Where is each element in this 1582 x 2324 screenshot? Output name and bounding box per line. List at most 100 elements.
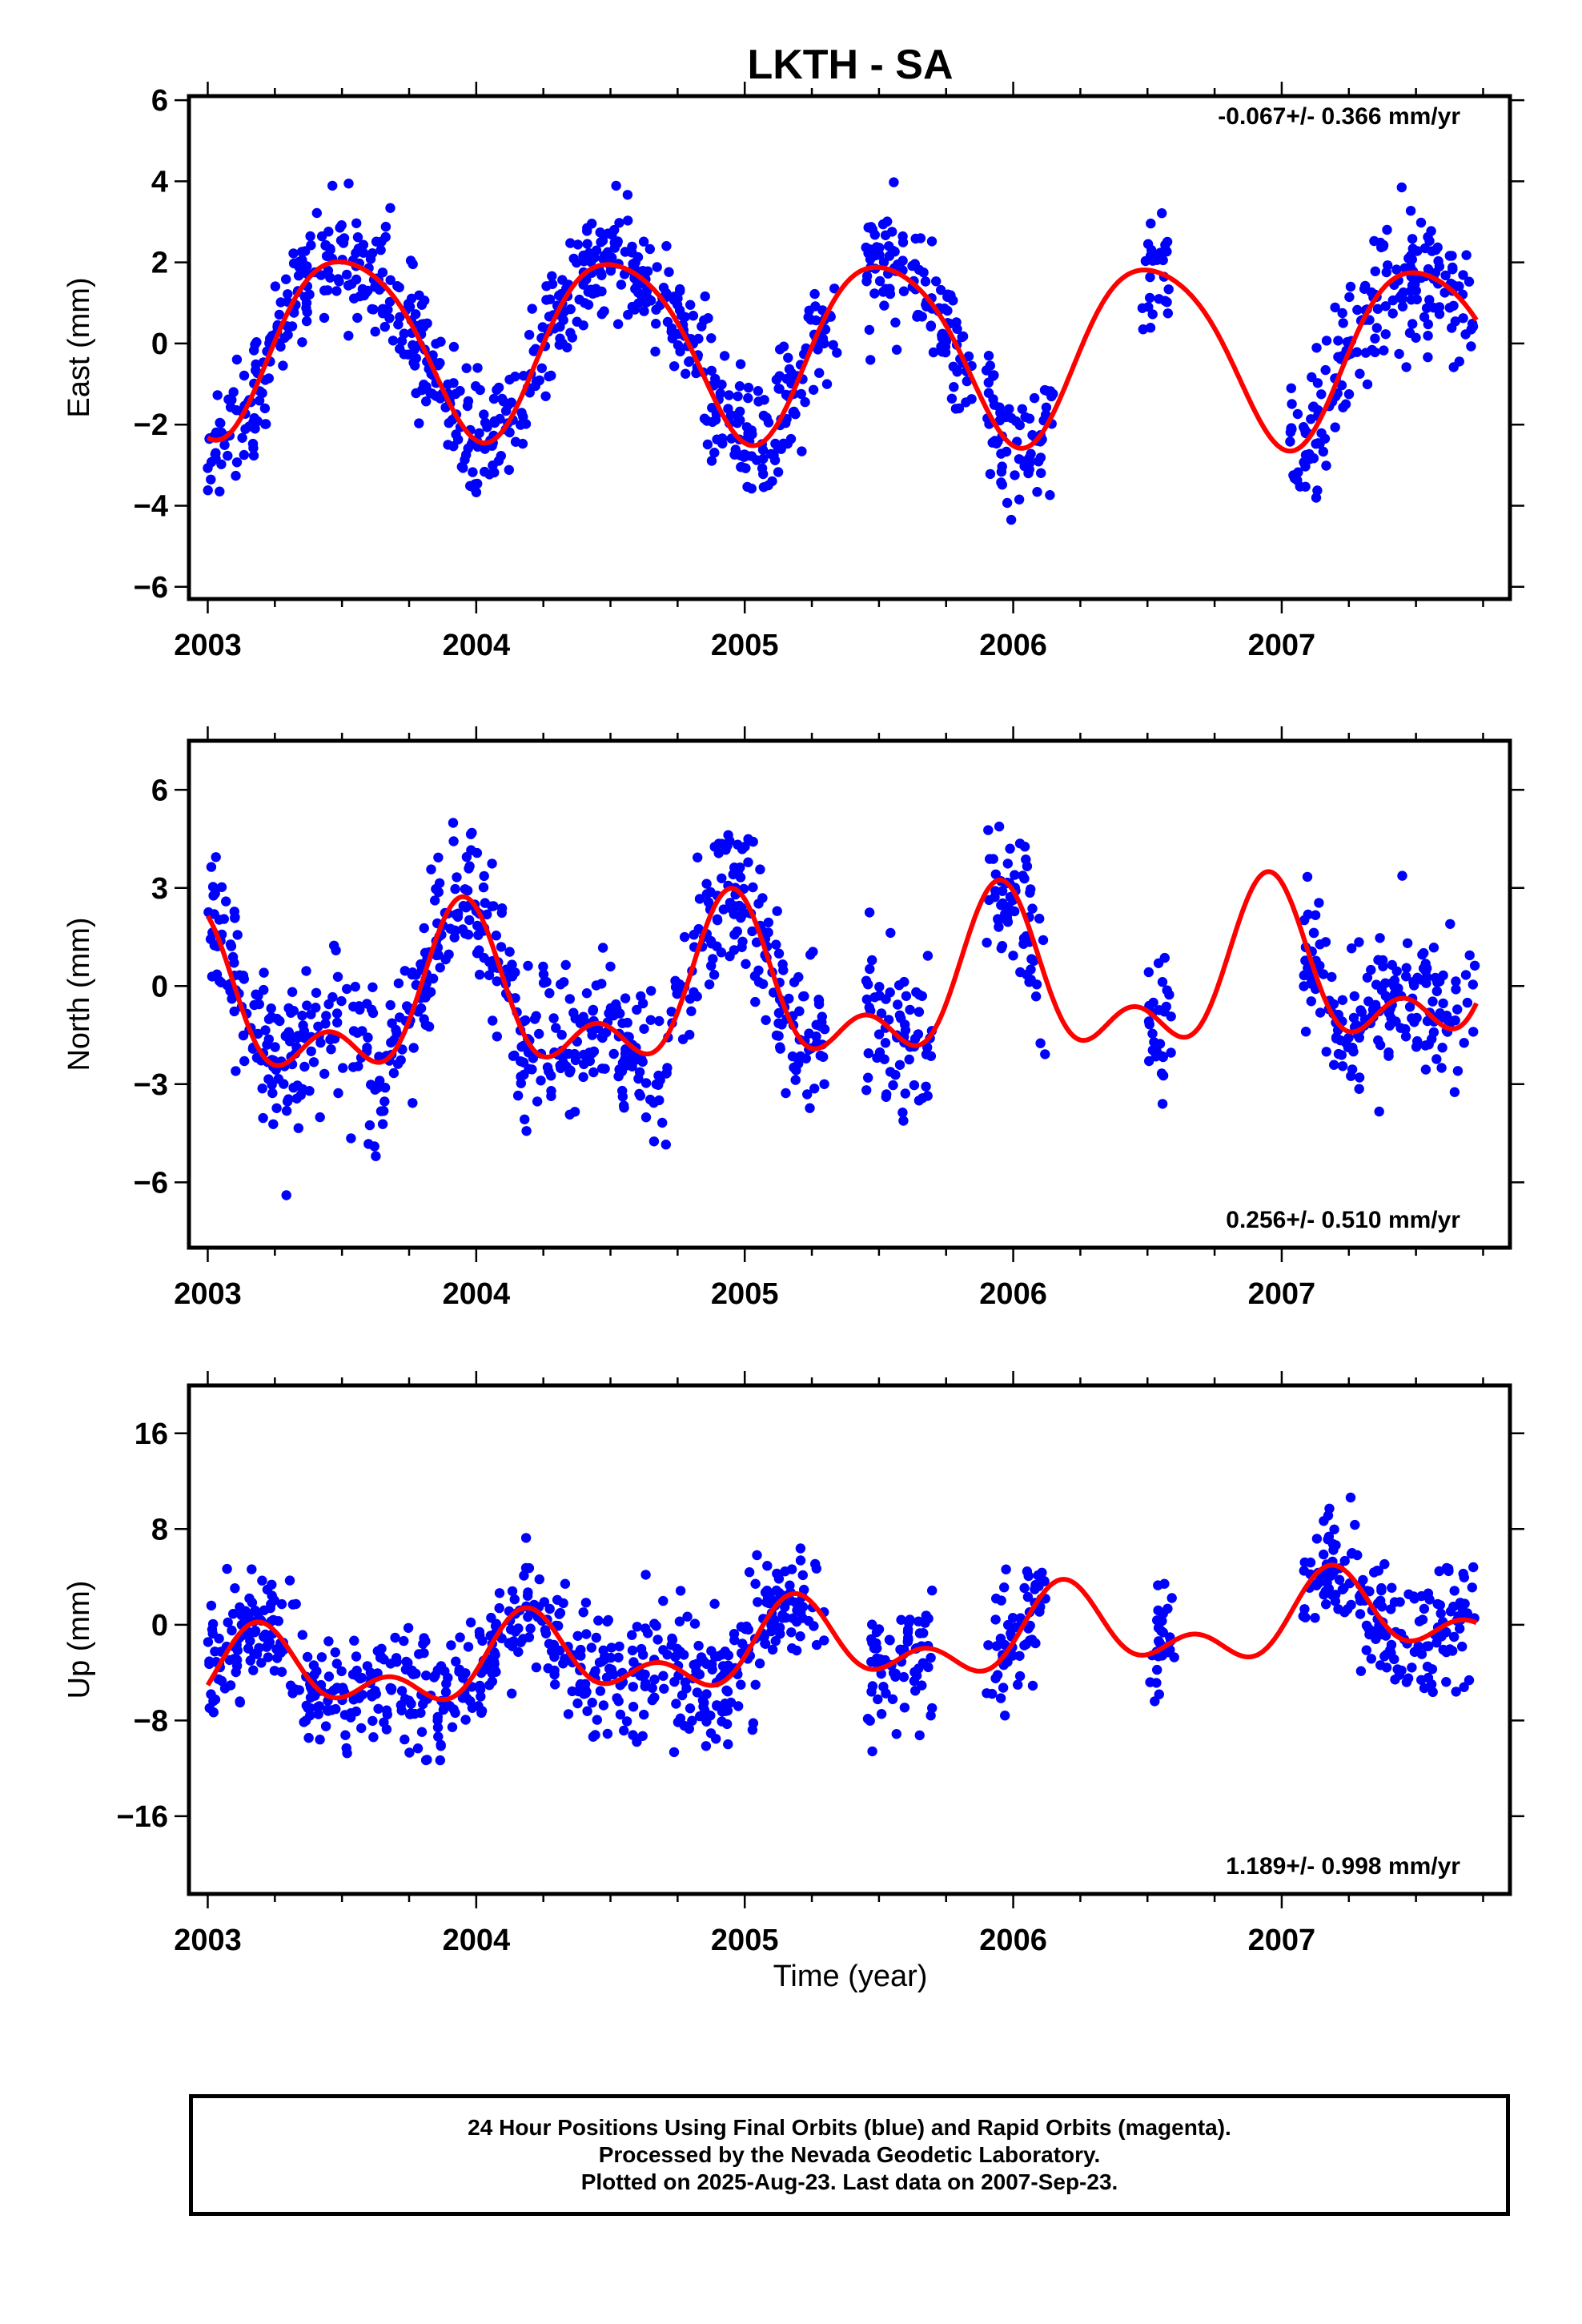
- data-point: [276, 1667, 287, 1677]
- data-point: [611, 180, 621, 191]
- data-point: [308, 1057, 319, 1068]
- data-point: [266, 1003, 276, 1014]
- data-point: [323, 227, 334, 237]
- data-point: [512, 1090, 524, 1101]
- data-point: [593, 1615, 604, 1626]
- data-point: [1151, 1678, 1162, 1688]
- data-point: [267, 1088, 278, 1099]
- data-point: [367, 1004, 377, 1015]
- data-point: [639, 1023, 649, 1035]
- data-point: [390, 1632, 400, 1643]
- data-point: [239, 370, 250, 381]
- data-point: [1428, 1027, 1439, 1038]
- data-point: [1166, 1011, 1176, 1022]
- data-point: [268, 1614, 279, 1626]
- data-point: [543, 1663, 553, 1674]
- data-point: [596, 237, 606, 247]
- data-point: [1354, 1084, 1364, 1095]
- data-point: [952, 324, 962, 334]
- data-point: [658, 1645, 669, 1655]
- x-tick-label: 2003: [174, 1924, 242, 1957]
- x-tick-label: 2005: [711, 629, 779, 662]
- data-point: [248, 443, 259, 453]
- data-point: [1007, 1613, 1018, 1623]
- data-point: [1287, 424, 1297, 435]
- data-point: [702, 439, 713, 450]
- data-point: [476, 1707, 487, 1719]
- data-point: [706, 365, 717, 376]
- data-point: [443, 440, 453, 450]
- data-point: [494, 1602, 504, 1614]
- data-point: [304, 1086, 315, 1096]
- data-point: [1355, 1609, 1366, 1619]
- data-point: [638, 236, 649, 247]
- data-point: [1444, 251, 1456, 261]
- data-point: [479, 870, 489, 882]
- data-point: [480, 417, 491, 428]
- data-point: [636, 1643, 647, 1655]
- data-point: [326, 1044, 336, 1055]
- data-point: [1334, 1574, 1345, 1586]
- data-point: [748, 882, 758, 893]
- data-point: [867, 1619, 877, 1630]
- data-point: [1333, 352, 1343, 362]
- data-point: [1374, 1106, 1384, 1117]
- data-point: [1311, 343, 1322, 353]
- data-point: [632, 1622, 642, 1632]
- y-tick-label: −3: [134, 1068, 168, 1102]
- data-point: [1427, 996, 1438, 1007]
- data-point: [754, 1659, 765, 1669]
- data-point: [1400, 1031, 1411, 1042]
- data-point: [900, 1088, 911, 1099]
- y-tick-label: 0: [151, 328, 168, 361]
- data-point: [704, 979, 715, 990]
- data-point: [1315, 960, 1325, 971]
- data-point: [681, 1683, 692, 1694]
- data-point: [1000, 909, 1010, 919]
- data-point: [263, 1639, 273, 1650]
- data-point: [580, 1598, 592, 1608]
- data-point: [1022, 1566, 1033, 1577]
- data-point: [1333, 1048, 1344, 1059]
- data-point: [1311, 439, 1321, 449]
- data-point: [861, 994, 873, 1005]
- data-point: [991, 1593, 1002, 1604]
- data-point: [1023, 468, 1034, 479]
- data-point: [224, 1655, 235, 1666]
- data-point: [228, 387, 239, 397]
- data-point: [658, 1595, 669, 1606]
- data-point: [525, 1623, 536, 1634]
- data-point: [603, 228, 613, 239]
- data-point: [1306, 414, 1316, 424]
- data-point: [1386, 1639, 1397, 1651]
- data-point: [813, 344, 823, 355]
- data-point: [1419, 947, 1429, 959]
- data-point: [1002, 917, 1014, 927]
- data-point: [293, 1123, 303, 1133]
- data-point: [861, 975, 872, 986]
- data-point: [349, 1635, 359, 1646]
- data-point: [1005, 843, 1015, 854]
- data-point: [767, 476, 777, 487]
- data-point: [1348, 1012, 1359, 1023]
- data-point: [257, 1084, 267, 1094]
- data-point: [1466, 341, 1476, 352]
- data-point: [275, 1647, 286, 1658]
- data-point: [1422, 1641, 1432, 1651]
- data-point: [861, 242, 871, 253]
- data-point: [808, 384, 819, 395]
- data-point: [602, 1728, 613, 1739]
- data-point: [588, 1067, 599, 1078]
- data-point: [1285, 436, 1295, 447]
- data-point: [689, 1618, 701, 1629]
- data-point: [1306, 996, 1317, 1007]
- data-point: [904, 1054, 914, 1065]
- data-point: [468, 467, 478, 477]
- data-point: [583, 300, 594, 310]
- data-point: [880, 1038, 891, 1048]
- data-point: [778, 965, 789, 975]
- data-point: [291, 1598, 301, 1610]
- data-point: [781, 1088, 791, 1099]
- data-point: [320, 1721, 331, 1731]
- data-point: [1361, 1645, 1372, 1655]
